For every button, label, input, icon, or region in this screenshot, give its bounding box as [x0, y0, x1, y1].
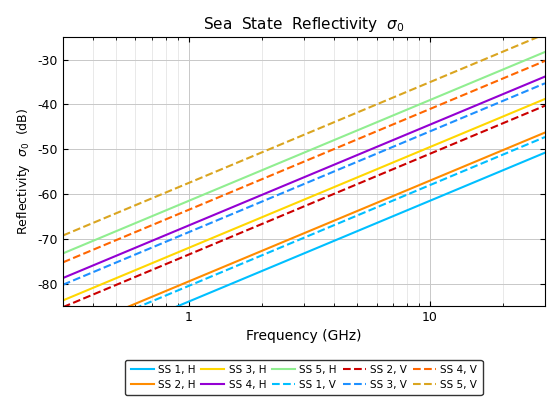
SS 3, V	[61, 281, 68, 286]
SS 1, H	[497, 169, 503, 174]
Legend: SS 1, H, SS 2, H, SS 3, H, SS 4, H, SS 5, H, SS 1, V, SS 2, V, SS 3, V, SS 4, V,: SS 1, H, SS 2, H, SS 3, H, SS 4, H, SS 5…	[125, 360, 483, 395]
SS 3, H	[347, 178, 353, 183]
SS 2, H	[59, 331, 66, 336]
SS 5, H	[497, 68, 503, 74]
SS 3, H	[542, 97, 548, 102]
SS 5, H	[466, 81, 473, 86]
SS 2, H	[61, 331, 68, 336]
SS 5, V	[59, 233, 66, 238]
SS 2, H	[542, 130, 548, 135]
Line: SS 2, V: SS 2, V	[63, 106, 545, 307]
SS 2, H	[354, 208, 361, 213]
Line: SS 3, H: SS 3, H	[63, 99, 545, 300]
SS 2, H	[345, 212, 352, 217]
Y-axis label: Reflectivity  $\sigma_0$  (dB): Reflectivity $\sigma_0$ (dB)	[15, 108, 32, 235]
SS 3, H	[466, 128, 473, 133]
SS 4, V	[347, 140, 353, 145]
SS 1, V	[354, 213, 361, 218]
SS 4, H	[542, 74, 548, 79]
Title: Sea  State  Reflectivity  $\sigma_0$: Sea State Reflectivity $\sigma_0$	[203, 15, 405, 34]
Line: SS 5, H: SS 5, H	[63, 52, 545, 253]
SS 5, V	[466, 63, 473, 68]
SS 1, H	[347, 232, 353, 237]
SS 5, H	[354, 128, 361, 133]
SS 4, H	[61, 275, 68, 280]
SS 3, H	[345, 178, 352, 184]
SS 1, V	[59, 336, 66, 341]
SS 1, V	[542, 134, 548, 139]
SS 5, H	[347, 131, 353, 136]
SS 5, V	[354, 110, 361, 115]
SS 1, V	[345, 217, 352, 222]
SS 3, V	[354, 159, 361, 164]
SS 4, V	[466, 90, 473, 95]
Line: SS 3, V: SS 3, V	[63, 83, 545, 285]
SS 4, V	[61, 259, 68, 264]
SS 5, V	[345, 114, 352, 119]
SS 1, H	[61, 351, 68, 356]
Line: SS 2, H: SS 2, H	[63, 133, 545, 334]
SS 3, V	[497, 100, 503, 105]
SS 4, V	[354, 136, 361, 142]
SS 4, V	[497, 77, 503, 82]
SS 3, V	[347, 162, 353, 167]
SS 2, V	[345, 185, 352, 190]
SS 5, V	[347, 113, 353, 118]
SS 1, V	[61, 335, 68, 340]
SS 4, H	[497, 93, 503, 98]
SS 5, V	[542, 32, 548, 37]
SS 1, H	[542, 150, 548, 155]
SS 5, H	[542, 50, 548, 55]
SS 5, H	[345, 131, 352, 136]
SS 2, V	[466, 135, 473, 140]
SS 4, V	[345, 141, 352, 146]
SS 5, V	[61, 232, 68, 237]
SS 4, H	[347, 155, 353, 160]
SS 1, V	[347, 216, 353, 221]
Line: SS 4, H: SS 4, H	[63, 76, 545, 278]
SS 1, H	[354, 228, 361, 234]
SS 3, V	[59, 282, 66, 287]
SS 1, V	[497, 153, 503, 158]
SS 4, H	[466, 106, 473, 111]
Line: SS 4, V: SS 4, V	[63, 61, 545, 262]
SS 2, V	[497, 122, 503, 127]
Line: SS 1, H: SS 1, H	[63, 153, 545, 354]
SS 4, H	[354, 152, 361, 157]
SS 2, V	[59, 304, 66, 310]
SS 3, V	[345, 163, 352, 168]
SS 2, V	[347, 185, 353, 190]
SS 1, H	[466, 182, 473, 187]
SS 3, H	[497, 116, 503, 121]
SS 2, H	[347, 212, 353, 217]
Line: SS 5, V: SS 5, V	[63, 34, 545, 236]
SS 3, V	[466, 113, 473, 118]
SS 4, V	[59, 260, 66, 265]
SS 2, V	[542, 103, 548, 108]
SS 1, H	[59, 352, 66, 357]
Line: SS 1, V: SS 1, V	[63, 137, 545, 339]
SS 1, V	[466, 166, 473, 171]
SS 5, H	[61, 250, 68, 255]
SS 1, H	[345, 232, 352, 237]
SS 2, H	[497, 149, 503, 154]
SS 4, H	[345, 156, 352, 161]
SS 3, V	[542, 81, 548, 86]
SS 4, H	[59, 276, 66, 281]
X-axis label: Frequency (GHz): Frequency (GHz)	[246, 329, 362, 344]
SS 2, V	[354, 181, 361, 186]
SS 4, V	[542, 58, 548, 63]
SS 5, V	[497, 50, 503, 55]
SS 3, H	[59, 298, 66, 303]
SS 3, H	[354, 175, 361, 180]
SS 2, H	[466, 162, 473, 167]
SS 5, H	[59, 251, 66, 256]
SS 2, V	[61, 304, 68, 309]
SS 3, H	[61, 297, 68, 302]
